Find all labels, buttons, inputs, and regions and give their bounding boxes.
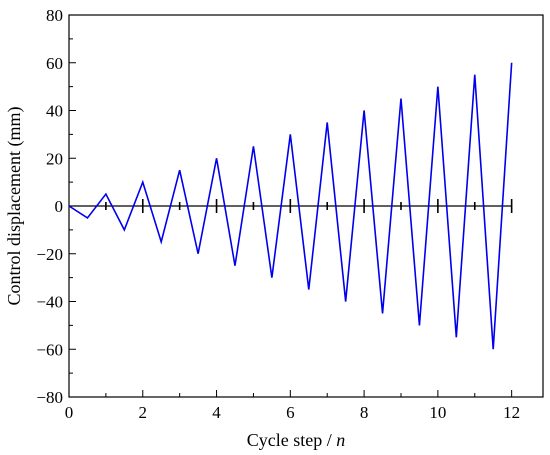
- x-tick-label: 6: [286, 403, 295, 422]
- x-axis-ticks: 0 2 4 6 8 10 12: [65, 390, 520, 422]
- zero-line: [69, 199, 513, 213]
- x-tick-label: 2: [139, 403, 148, 422]
- y-tick-label: −40: [36, 293, 63, 312]
- y-axis-label: Control displacement (mm): [4, 107, 25, 306]
- x-axis-label-text: Cycle step /: [247, 430, 336, 450]
- x-tick-label: 12: [503, 403, 520, 422]
- y-tick-label: 40: [46, 102, 63, 121]
- x-tick-label: 8: [360, 403, 369, 422]
- x-tick-label: 4: [212, 403, 221, 422]
- x-axis-label-variable: n: [336, 430, 345, 450]
- y-tick-label: −60: [36, 340, 63, 359]
- y-tick-label: −80: [36, 388, 63, 407]
- x-tick-label: 10: [429, 403, 446, 422]
- y-tick-label: −20: [36, 245, 63, 264]
- y-tick-label: 0: [55, 197, 64, 216]
- series-line: [68, 62, 513, 350]
- series-group: [68, 62, 513, 350]
- x-axis-label: Cycle step / n: [247, 430, 345, 450]
- y-tick-label: 60: [46, 54, 63, 73]
- x-tick-label: 0: [65, 403, 74, 422]
- y-axis-ticks: −80 −60 −40 −20 0 20 40 60 80: [36, 6, 76, 407]
- y-tick-label: 20: [46, 149, 63, 168]
- y-tick-label: 80: [46, 6, 63, 25]
